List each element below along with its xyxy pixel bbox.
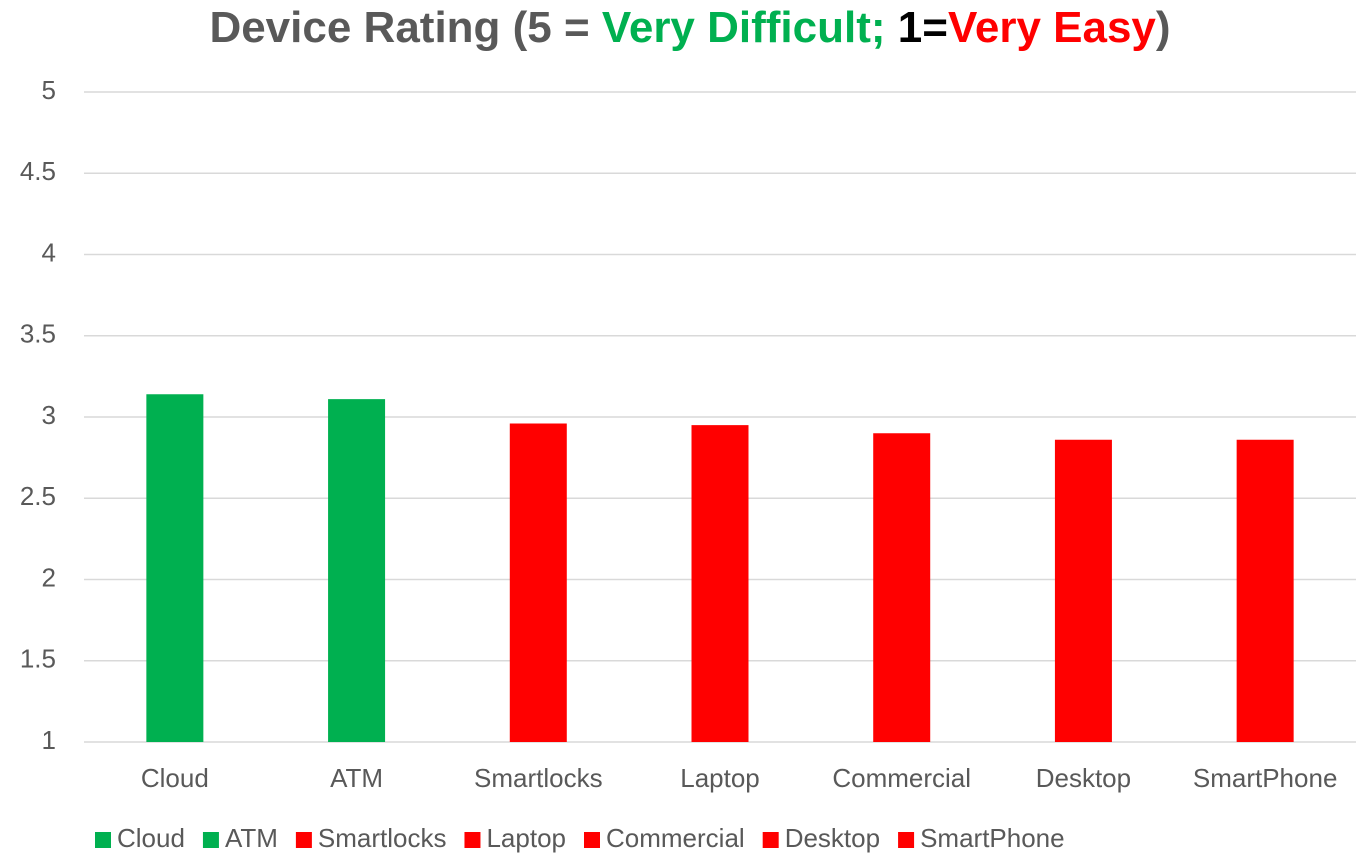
legend-swatch [202, 832, 219, 848]
legend-swatch [898, 832, 915, 848]
y-tick-label: 1 [42, 725, 56, 755]
y-tick-label: 4.5 [20, 156, 56, 186]
bar [509, 423, 567, 742]
chart-title: Device Rating (5 = Very Difficult; 1=Ver… [209, 3, 1170, 52]
legend-label: Cloud [117, 823, 185, 853]
legend-label: Commercial [606, 823, 745, 853]
bar [328, 399, 386, 742]
legend-label: ATM [225, 823, 278, 853]
title-part: ) [1156, 3, 1171, 52]
title-part: Very Easy [948, 3, 1156, 52]
title-part: Device Rating (5 = [209, 3, 601, 52]
legend-label: Smartlocks [318, 823, 447, 853]
x-tick-label: SmartPhone [1193, 763, 1338, 793]
legend-swatch [584, 832, 600, 848]
x-tick-label: Smartlocks [474, 763, 603, 793]
y-tick-label: 2.5 [20, 481, 56, 511]
y-tick-label: 3 [42, 400, 56, 430]
bar [1236, 439, 1294, 742]
y-tick-label: 5 [42, 75, 56, 105]
title-part: Very Difficult; [602, 3, 886, 52]
y-tick-label: 1.5 [20, 644, 56, 674]
bar [1054, 439, 1112, 742]
x-tick-label: Cloud [141, 763, 209, 793]
y-tick-label: 4 [42, 237, 56, 267]
bar [146, 394, 204, 742]
y-tick-label: 3.5 [20, 319, 56, 349]
x-tick-label: Desktop [1036, 763, 1131, 793]
bar [691, 425, 749, 742]
legend-swatch [464, 832, 481, 848]
legend-swatch [295, 832, 312, 848]
legend-swatch [95, 832, 111, 848]
legend-label: Laptop [486, 823, 566, 853]
bar [873, 433, 931, 742]
x-tick-label: ATM [330, 763, 383, 793]
legend-label: SmartPhone [920, 823, 1065, 853]
x-tick-label: Laptop [680, 763, 760, 793]
x-tick-label: Commercial [832, 763, 971, 793]
legend-swatch [762, 832, 779, 848]
legend-label: Desktop [785, 823, 880, 853]
title-part: 1= [886, 3, 948, 52]
y-tick-label: 2 [42, 562, 56, 592]
